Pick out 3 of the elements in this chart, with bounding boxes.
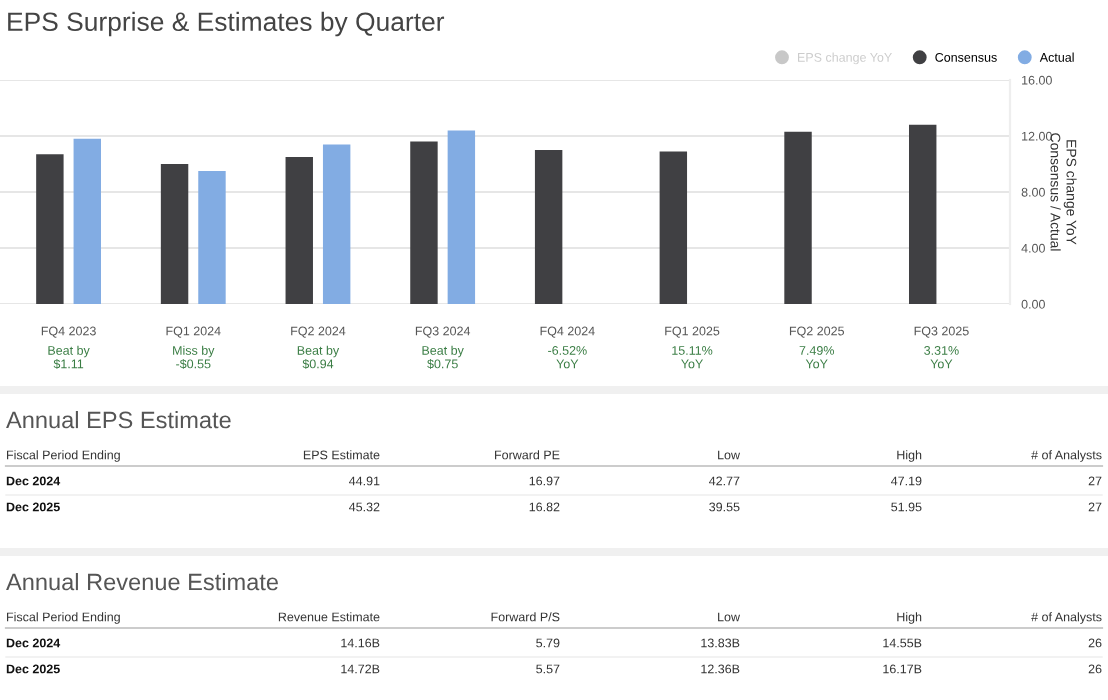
text: Annual Revenue Estimate [6, 572, 278, 591]
chart-title: EPS Surprise & Estimates by Quarter [8, 11, 445, 37]
text: Annual EPS Estimate [6, 410, 231, 429]
